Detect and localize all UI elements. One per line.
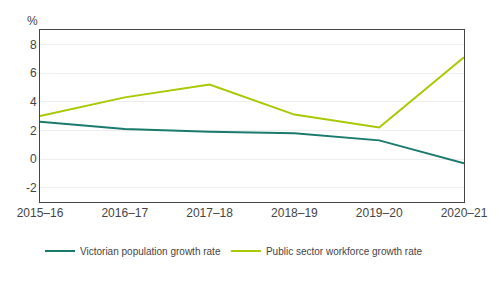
svg-text:2: 2: [30, 124, 37, 138]
svg-text:6: 6: [30, 66, 37, 80]
svg-text:0: 0: [30, 152, 37, 166]
svg-text:2017–18: 2017–18: [186, 206, 233, 220]
svg-text:Public sector workforce growth: Public sector workforce growth rate: [266, 246, 423, 257]
svg-text:4: 4: [30, 95, 37, 109]
svg-text:2018–19: 2018–19: [271, 206, 318, 220]
svg-text:2016–17: 2016–17: [101, 206, 148, 220]
svg-text:2015–16: 2015–16: [17, 206, 64, 220]
svg-text:8: 8: [30, 38, 37, 52]
svg-text:Victorian population growth ra: Victorian population growth rate: [80, 246, 221, 257]
svg-text:2019–20: 2019–20: [356, 206, 403, 220]
svg-text:-2: -2: [26, 181, 37, 195]
svg-text:%: %: [27, 14, 38, 28]
svg-text:2020–21: 2020–21: [441, 206, 488, 220]
